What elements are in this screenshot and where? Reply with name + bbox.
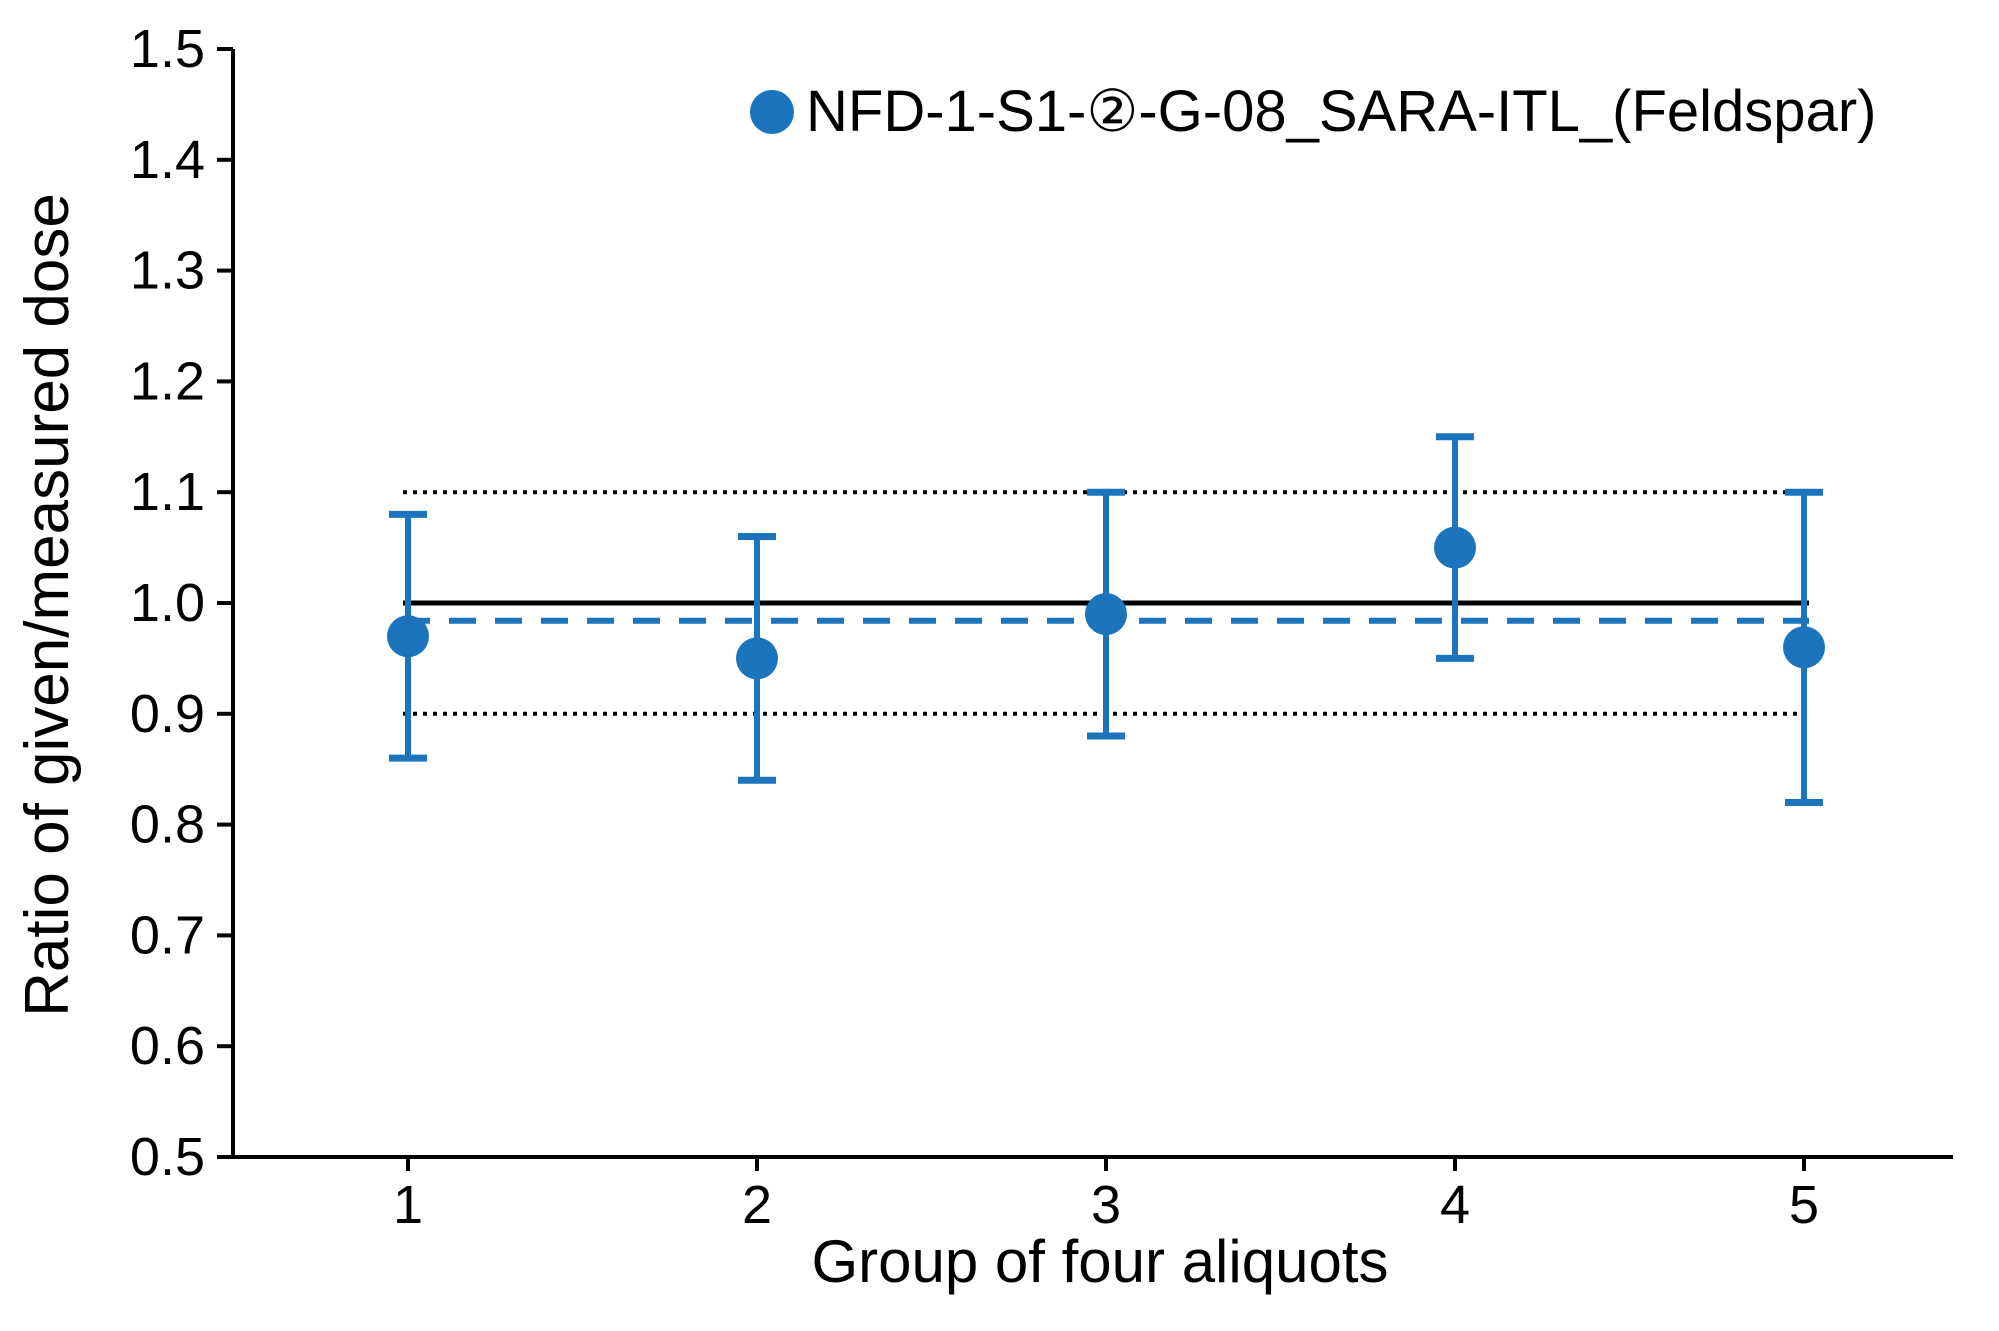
data-point-marker [1085,593,1127,636]
y-tick-label: 1.0 [130,573,205,633]
y-tick-label: 1.5 [130,19,205,79]
y-tick-label: 0.9 [130,684,205,744]
legend-series-label: NFD-1-S1-②-G-08_SARA-ITL_(Feldspar) [806,79,1877,144]
y-axis-title: Ratio of given/measured dose [13,193,82,1017]
data-point-marker [1783,626,1825,669]
y-tick-label: 1.2 [130,351,205,411]
y-tick-label: 1.4 [130,130,205,190]
legend: NFD-1-S1-②-G-08_SARA-ITL_(Feldspar) [750,82,1876,142]
y-tick-label: 0.8 [130,795,205,855]
y-tick-label: 1.1 [130,462,205,522]
y-tick-label: 1.3 [130,241,205,301]
x-tick-label: 1 [393,1175,423,1235]
y-tick-label: 0.6 [130,1016,205,1076]
y-tick-label: 0.7 [130,905,205,965]
data-point-marker [387,615,429,658]
data-point-marker [736,637,778,680]
y-tick-label: 0.5 [130,1127,205,1187]
legend-marker-icon [750,90,794,134]
x-tick-label: 4 [1440,1175,1470,1235]
x-tick-label: 2 [742,1175,772,1235]
x-tick-label: 5 [1789,1175,1819,1235]
data-point-marker [1434,526,1476,569]
x-axis-title: Group of four aliquots [811,1228,1389,1295]
x-tick-label: 3 [1091,1175,1121,1235]
